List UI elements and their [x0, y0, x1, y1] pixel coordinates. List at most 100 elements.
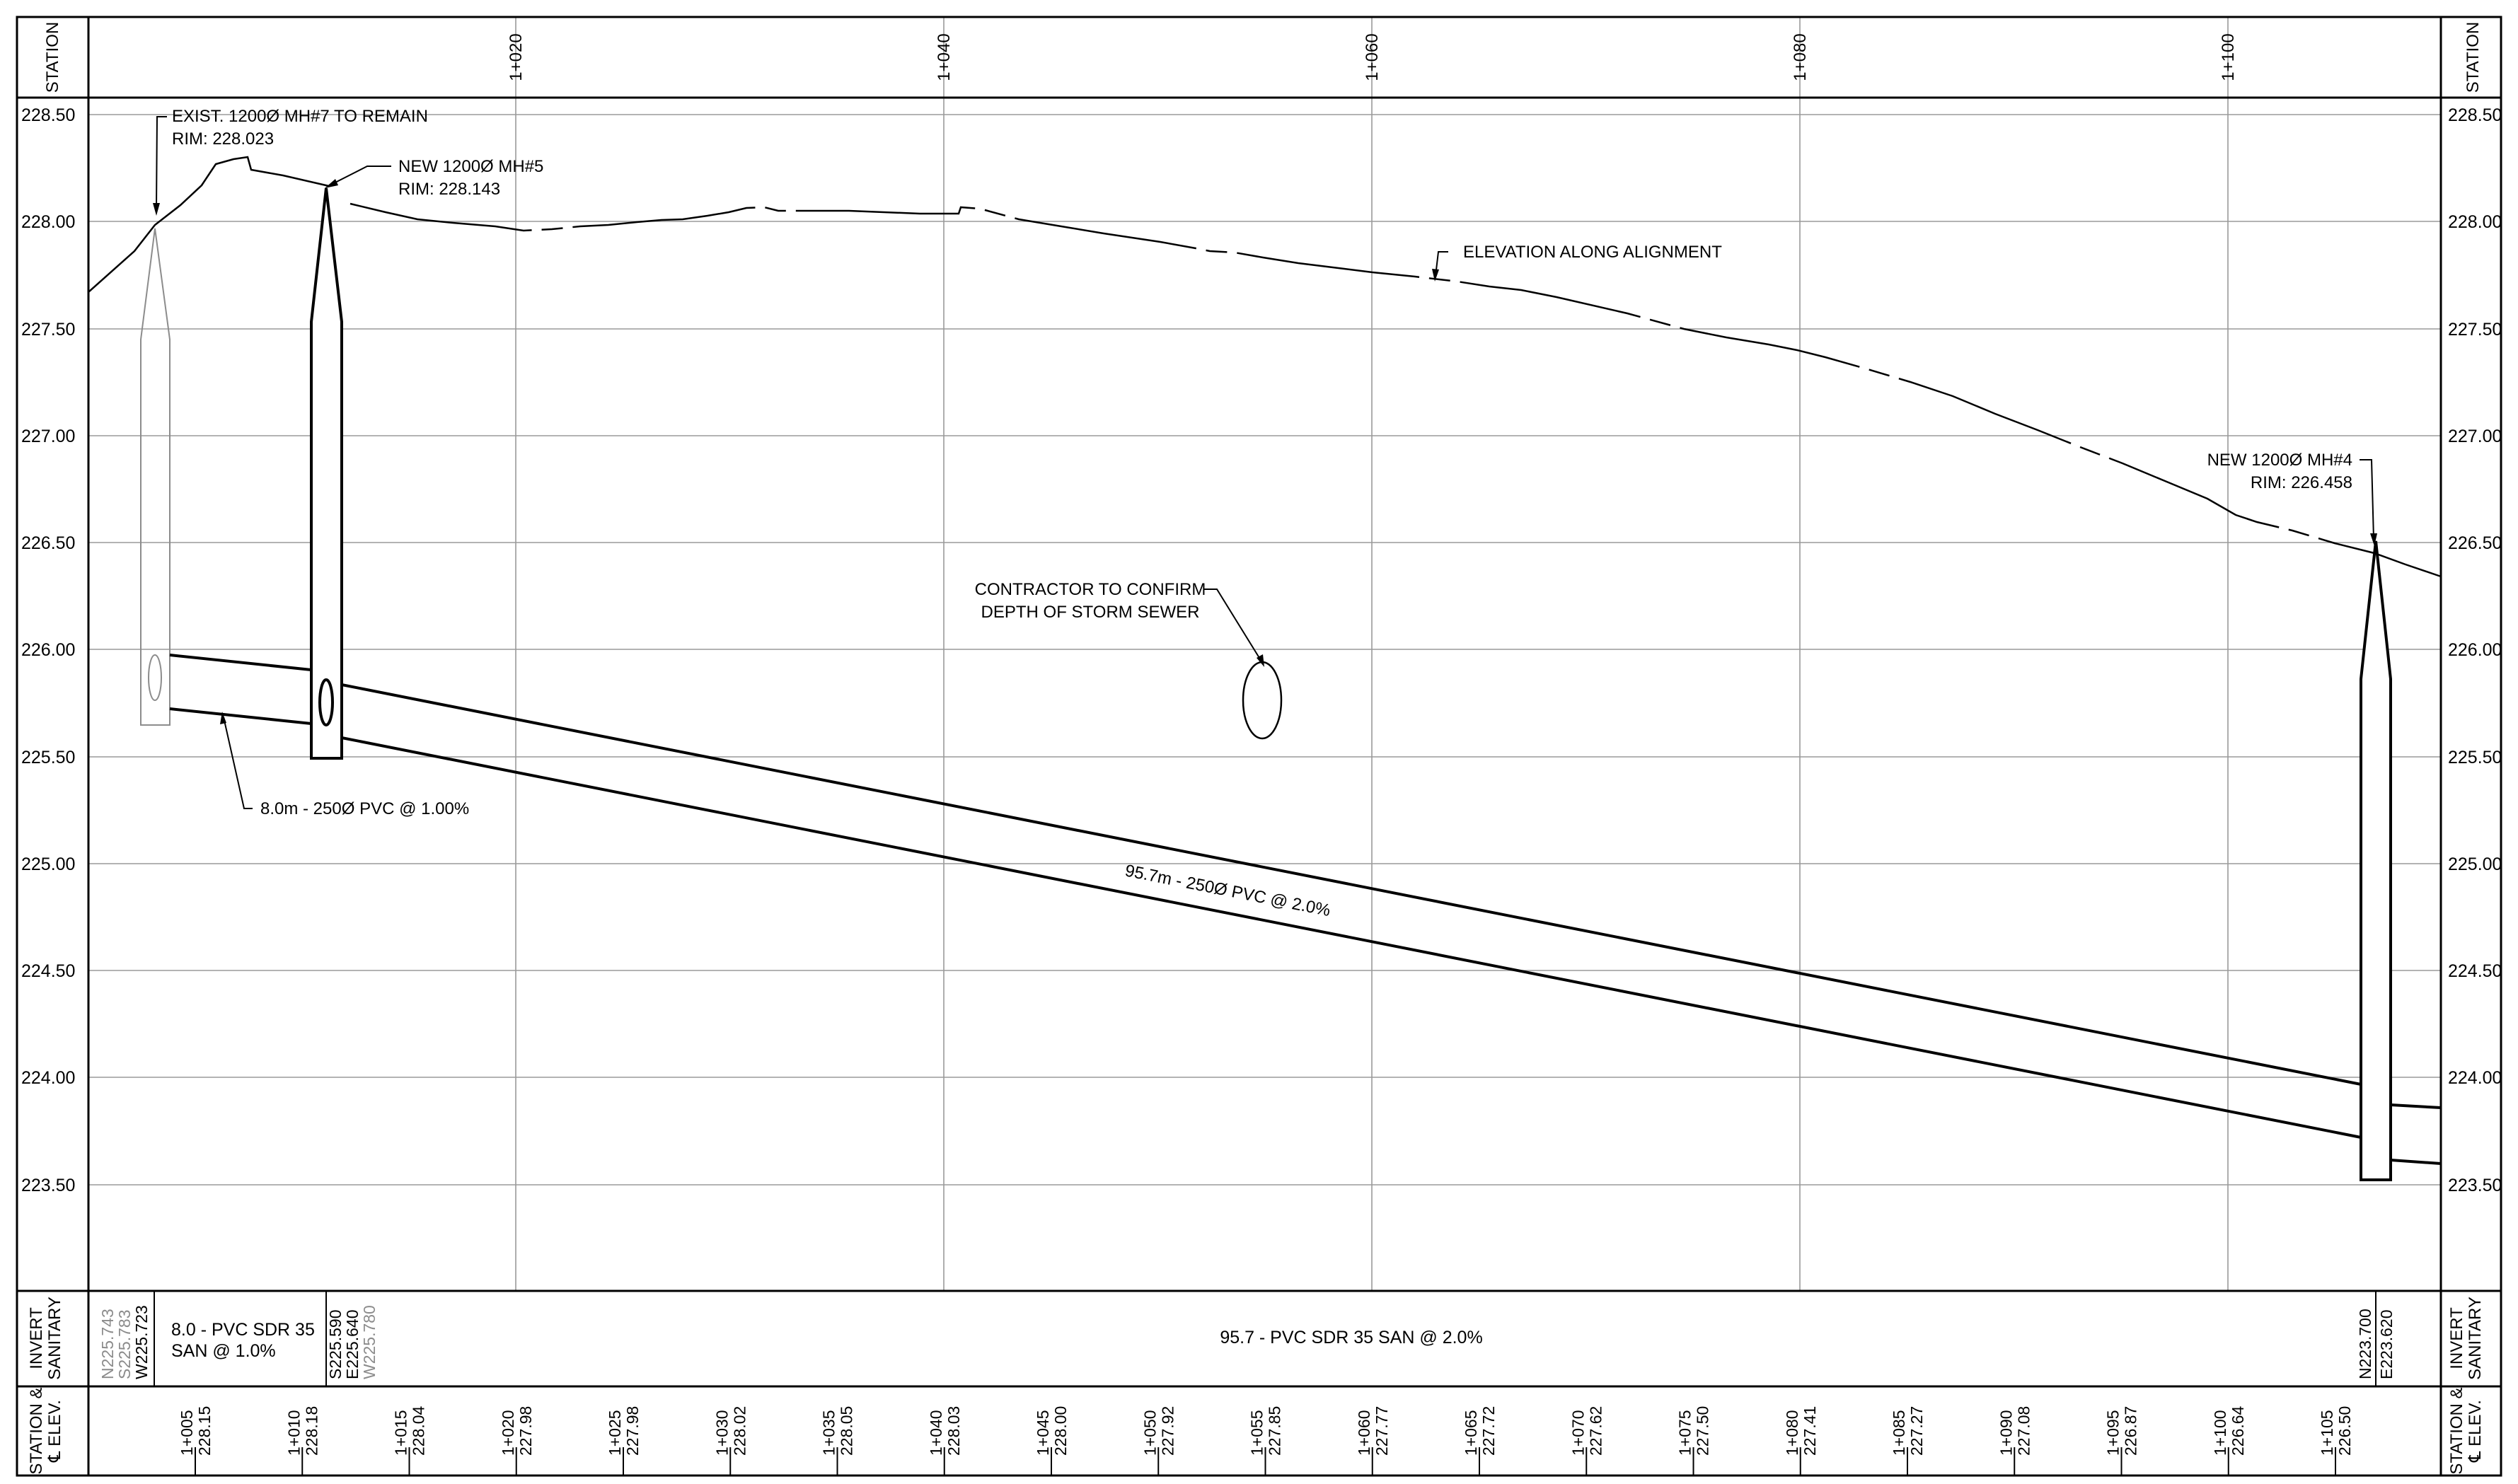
invert-row-label-left-2: SANITARY	[45, 1297, 64, 1380]
station-label: 1+095	[2104, 1410, 2123, 1456]
station-label: 1+020	[499, 1410, 517, 1456]
elev-tick-left: 223.50	[21, 1176, 75, 1195]
sanitary-pipe	[169, 654, 2442, 1165]
invert-row-label-left-1: INVERT	[27, 1307, 46, 1369]
elev-tick-left: 224.50	[21, 961, 75, 981]
exist-mh7-rim: RIM: 228.023	[172, 129, 274, 149]
station-label: 1+035	[820, 1410, 838, 1456]
mh5-invert-west: W225.780	[360, 1305, 379, 1379]
centreline-elevation-label: 227.98	[623, 1406, 642, 1456]
sheet-frame	[16, 16, 2502, 1477]
station-label: 1+060	[1355, 1410, 1373, 1456]
storm-note-line2: DEPTH OF STORM SEWER	[981, 603, 1200, 622]
elev-tick-left: 227.50	[21, 320, 75, 340]
invert-row-label-right-2: SANITARY	[2466, 1297, 2485, 1380]
station-row-label-left-1: STATION &	[27, 1387, 46, 1474]
station-label: 1+070	[1569, 1410, 1587, 1456]
station-label: 1+055	[1248, 1410, 1266, 1456]
segment1-line1: 8.0 - PVC SDR 35	[171, 1320, 315, 1340]
elev-tick-right: 224.50	[2448, 961, 2502, 981]
centreline-elevation-label: 228.02	[730, 1406, 749, 1456]
elev-tick-right: 223.50	[2448, 1176, 2502, 1195]
storm-note-line1: CONTRACTOR TO CONFIRM	[975, 580, 1206, 599]
station-label: 1+005	[178, 1410, 196, 1456]
elev-tick-right: 225.00	[2448, 854, 2502, 874]
mh4-invert-north: N223.700	[2356, 1309, 2374, 1379]
invert-row-label-right-1: INVERT	[2447, 1307, 2466, 1369]
segment2-label: 95.7 - PVC SDR 35 SAN @ 2.0%	[1220, 1328, 1482, 1347]
centreline-elevation-label: 227.62	[1586, 1406, 1605, 1456]
centreline-elevation-label: 228.18	[302, 1406, 320, 1456]
elev-tick-left: 224.00	[21, 1068, 75, 1088]
centreline-elevation-label: 226.64	[2229, 1405, 2247, 1456]
centreline-elevation-label: 227.41	[1801, 1406, 1819, 1456]
station-label: 1+085	[1890, 1410, 1908, 1456]
station-row-label-left-2: ℄ ELEV.	[45, 1400, 64, 1463]
elev-tick-right: 226.00	[2448, 640, 2502, 660]
centreline-elevation-label: 227.72	[1479, 1406, 1498, 1456]
centreline-elevation-label: 228.04	[410, 1405, 428, 1456]
manhole-mh5	[310, 187, 343, 760]
segment1-line2: SAN @ 1.0%	[171, 1341, 276, 1361]
centreline-elevation-label: 227.92	[1158, 1406, 1177, 1456]
manhole-mh4	[2360, 540, 2392, 1181]
elevation-along-alignment-label: ELEVATION ALONG ALIGNMENT	[1463, 243, 1722, 262]
elev-tick-left: 225.00	[21, 854, 75, 874]
centreline-elevation-label: 228.05	[838, 1406, 856, 1456]
mh7-invert-west: W225.723	[132, 1305, 151, 1379]
station-label: 1+025	[606, 1410, 624, 1456]
new-mh5-rim: RIM: 228.143	[398, 180, 500, 199]
station-row-label-right-1: STATION &	[2447, 1387, 2466, 1474]
top-station-label: 1+060	[1363, 33, 1382, 81]
station-label: 1+105	[2318, 1410, 2336, 1456]
elev-tick-left: 226.50	[21, 533, 75, 553]
ground-profile	[88, 156, 2442, 578]
centreline-elevation-label: 227.77	[1373, 1406, 1391, 1456]
station-header-right: STATION	[2464, 22, 2483, 93]
mh5-invert-south: S225.590	[326, 1310, 345, 1379]
station-label: 1+015	[392, 1410, 410, 1456]
elev-tick-right: 224.00	[2448, 1068, 2502, 1088]
elev-tick-left: 225.50	[21, 748, 75, 767]
station-label: 1+080	[1783, 1410, 1801, 1456]
elev-tick-right: 227.50	[2448, 320, 2502, 340]
centreline-elevation-label: 227.08	[2014, 1406, 2033, 1456]
existing-manhole-mh7	[140, 228, 171, 726]
station-label: 1+040	[927, 1410, 945, 1456]
station-label: 1+090	[1997, 1410, 2015, 1456]
station-header-left: STATION	[43, 22, 62, 93]
station-label: 1+100	[2211, 1410, 2229, 1456]
centreline-elevation-label: 228.03	[945, 1406, 963, 1456]
mh7-invert-north: N225.743	[98, 1309, 117, 1379]
centreline-elevation-label: 228.00	[1051, 1406, 1070, 1456]
centreline-elevation-label: 227.98	[516, 1406, 535, 1456]
centreline-elevation-label: 226.87	[2122, 1406, 2140, 1456]
centreline-elevation-label: 228.15	[195, 1406, 214, 1456]
top-station-label: 1+080	[1791, 33, 1810, 81]
centreline-elevation-label: 227.27	[1907, 1406, 1926, 1456]
new-mh4-rim: RIM: 226.458	[2251, 473, 2352, 492]
new-mh5-label: NEW 1200Ø MH#5	[398, 157, 543, 176]
centreline-elevation-label: 226.50	[2335, 1406, 2354, 1456]
mh7-invert-south: S225.783	[115, 1310, 134, 1379]
elev-tick-left: 228.00	[21, 212, 75, 232]
elev-tick-left: 226.00	[21, 640, 75, 660]
station-label: 1+030	[712, 1410, 731, 1456]
station-elevation-row: 1+005 228.15 1+010 228.18 1+015 228.04 1+020 22…	[178, 1405, 2354, 1476]
elev-tick-left: 227.00	[21, 427, 75, 446]
mh4-invert-east: E223.620	[2377, 1310, 2396, 1379]
station-label: 1+075	[1676, 1410, 1694, 1456]
top-station-label: 1+100	[2219, 33, 2238, 81]
exist-mh7-label: EXIST. 1200Ø MH#7 TO REMAIN	[172, 107, 428, 126]
top-station-label: 1+020	[507, 33, 526, 81]
station-label: 1+050	[1140, 1410, 1159, 1456]
top-station-label: 1+040	[935, 33, 954, 81]
new-mh4-label: NEW 1200Ø MH#4	[2207, 451, 2352, 470]
centreline-elevation-label: 227.50	[1694, 1406, 1712, 1456]
elev-tick-right: 226.50	[2448, 533, 2502, 553]
elev-tick-right: 228.50	[2448, 105, 2502, 125]
elev-tick-right: 225.50	[2448, 748, 2502, 767]
station-label: 1+045	[1034, 1410, 1052, 1456]
centreline-elevation-label: 227.85	[1266, 1406, 1284, 1456]
elev-tick-right: 227.00	[2448, 427, 2502, 446]
